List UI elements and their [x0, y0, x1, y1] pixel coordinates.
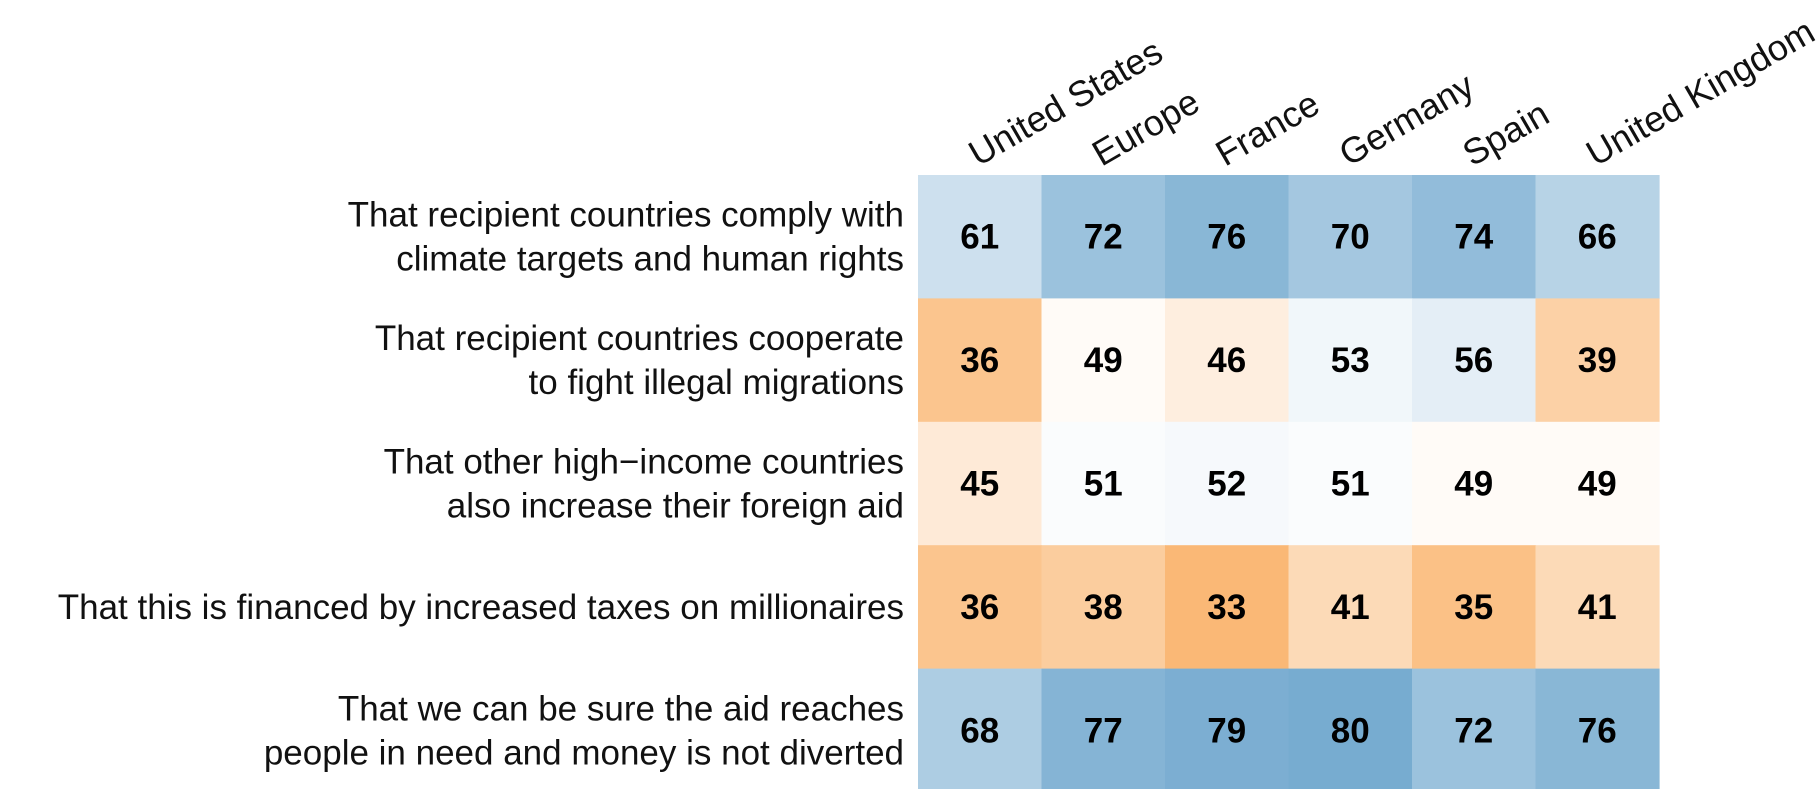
cell-value-label: 38	[1084, 588, 1123, 627]
cell-value-label: 79	[1207, 711, 1246, 750]
cell-value-label: 49	[1578, 465, 1617, 504]
cell-value-label: 76	[1578, 711, 1617, 750]
heatmap-cell	[1041, 421, 1166, 546]
row-label-line: to fight illegal migrations	[529, 363, 904, 402]
heatmap-cell	[1288, 545, 1413, 670]
cell-value-label: 51	[1331, 465, 1370, 504]
row-label-line: That this is financed by increased taxes…	[58, 588, 904, 627]
heatmap-cell	[1041, 298, 1166, 423]
row-label: That this is financed by increased taxes…	[58, 588, 904, 627]
heatmap-cell	[918, 298, 1043, 423]
heatmap-cell	[1412, 668, 1537, 789]
heatmap-cell	[1412, 545, 1537, 670]
cell-value-label: 45	[960, 465, 999, 504]
cell-value-label: 41	[1331, 588, 1370, 627]
heatmap-cell	[1535, 421, 1660, 546]
row-label-line: That recipient countries cooperate	[375, 319, 904, 358]
cell-value-label: 72	[1454, 711, 1493, 750]
cell-value-label: 74	[1454, 218, 1493, 257]
row-label: That recipient countries comply with clim…	[348, 196, 904, 279]
row-label: That we can be sure the aid reaches peopl…	[264, 689, 904, 772]
column-label: France	[1209, 82, 1327, 174]
heatmap-cell	[1288, 668, 1413, 789]
heatmap-cell	[1041, 668, 1166, 789]
cell-value-label: 66	[1578, 218, 1617, 257]
heatmap-cell	[1412, 298, 1537, 423]
row-label-line: That other high−income countries	[384, 443, 904, 482]
heatmap-cell	[1535, 668, 1660, 789]
heatmap-cell	[1288, 421, 1413, 546]
heatmap-cell	[1288, 175, 1413, 299]
cell-value-label: 56	[1454, 341, 1493, 380]
cell-value-label: 70	[1331, 218, 1370, 257]
cell-value-label: 35	[1454, 588, 1493, 627]
heatmap-cell	[1165, 175, 1290, 299]
heatmap-cell	[1412, 175, 1537, 299]
heatmap-cells	[918, 175, 1660, 789]
heatmap-cell	[1165, 298, 1290, 423]
heatmap-cell	[1165, 668, 1290, 789]
row-label: That recipient countries cooperate to fig…	[375, 319, 904, 402]
cell-value-label: 61	[960, 218, 999, 257]
cell-value-label: 72	[1084, 218, 1123, 257]
heatmap-cell	[1412, 421, 1537, 546]
cell-value-label: 52	[1207, 465, 1246, 504]
cell-value-label: 49	[1084, 341, 1123, 380]
heatmap-cell-values: 61 72 76 70 74 66 36 49 46 53 56 39 45 51 52 51 49 49 36 38…	[960, 218, 1616, 751]
heatmap-cell	[1165, 421, 1290, 546]
cell-value-label: 36	[960, 588, 999, 627]
cell-value-label: 39	[1578, 341, 1617, 380]
cell-value-label: 33	[1207, 588, 1246, 627]
row-label-line: also increase their foreign aid	[447, 487, 904, 526]
heatmap-cell	[918, 175, 1043, 299]
cell-value-label: 77	[1084, 711, 1123, 750]
row-label-line: climate targets and human rights	[396, 240, 904, 279]
row-label-line: That recipient countries comply with	[348, 196, 904, 235]
heatmap-cell	[918, 545, 1043, 670]
cell-value-label: 46	[1207, 341, 1246, 380]
row-labels: That recipient countries comply with clim…	[58, 196, 904, 773]
cell-value-label: 49	[1454, 465, 1493, 504]
heatmap-cell	[1165, 545, 1290, 670]
column-label: United Kingdom	[1579, 10, 1818, 174]
cell-value-label: 41	[1578, 588, 1617, 627]
cell-value-label: 51	[1084, 465, 1123, 504]
heatmap-cell	[1535, 298, 1660, 423]
heatmap-cell	[1041, 545, 1166, 670]
cell-value-label: 76	[1207, 218, 1246, 257]
heatmap-cell	[918, 668, 1043, 789]
cell-value-label: 80	[1331, 711, 1370, 750]
heatmap-cell	[1535, 175, 1660, 299]
column-label: Germany	[1332, 64, 1481, 174]
row-label-line: That we can be sure the aid reaches	[338, 689, 904, 728]
row-label-line: people in need and money is not diverted	[264, 733, 904, 772]
heatmap-cell	[1041, 175, 1166, 299]
cell-value-label: 53	[1331, 341, 1370, 380]
heatmap-cell	[1288, 298, 1413, 423]
cell-value-label: 68	[960, 711, 999, 750]
heatmap-cell	[918, 421, 1043, 546]
heatmap-cell	[1535, 545, 1660, 670]
row-label: That other high−income countries also inc…	[384, 443, 904, 526]
cell-value-label: 36	[960, 341, 999, 380]
